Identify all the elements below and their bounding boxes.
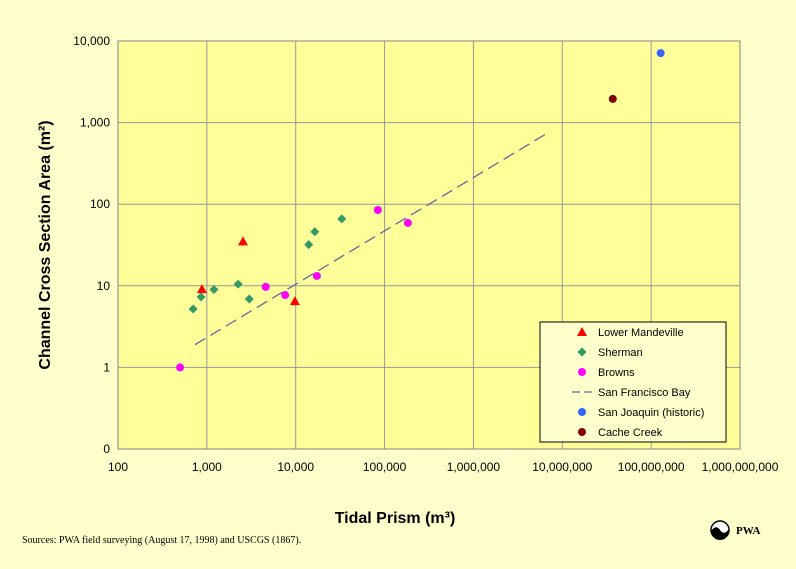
marker-circle [176,363,185,372]
x-tick-label: 100,000 [363,460,407,474]
marker-diamond [244,294,254,304]
x-tick-label: 1,000,000 [447,460,501,474]
legend-marker [578,428,586,436]
y-axis-title: Channel Cross Section Area (m²) [37,120,54,369]
marker-circle [373,205,382,214]
y-tick-label: 1,000 [80,116,110,130]
plot-border [117,40,741,450]
legend-label: San Joaquin (historic) [598,407,704,419]
logo-text: PWA [736,525,761,537]
marker-circle [281,291,290,300]
marker-diamond [209,285,219,295]
marker-diamond [304,240,314,250]
legend-marker [578,408,586,416]
legend-label: Browns [598,367,635,379]
trend-line [194,132,549,346]
marker-diamond [310,227,320,237]
marker-diamond [196,292,206,302]
source-note: Sources: PWA field surveying (August 17,… [22,535,301,546]
legend-marker [577,347,587,357]
x-tick-label: 1,000,000,000 [702,460,779,474]
legend-label: Cache Creek [598,427,663,439]
legend-marker [577,327,587,336]
x-tick-label: 1,000 [192,460,222,474]
logo: PWA [710,520,761,540]
y-tick-label: 100 [90,197,110,211]
marker-diamond [337,214,347,224]
marker-triangle [289,296,300,306]
marker-circle [312,271,321,280]
x-tick-label: 10,000 [277,460,314,474]
y-tick-label: 0 [103,442,110,456]
y-tick-label: 1 [103,360,110,374]
marker-diamond [188,304,198,314]
y-tick-label: 10,000 [73,34,110,48]
legend-label: Lower Mandeville [598,327,684,339]
x-tick-label: 10,000,000 [532,460,592,474]
legend-label: Sherman [598,347,643,359]
marker-circle [608,94,617,103]
logo-wave [711,527,729,540]
x-tick-label: 100 [108,460,128,474]
marker-triangle [237,236,248,246]
marker-circle [261,282,270,291]
marker-circle [403,218,412,227]
marker-circle [656,49,665,58]
x-axis-title: Tidal Prism (m³) [335,510,456,527]
marker-diamond [233,279,243,289]
marker-triangle [196,284,207,294]
legend-label: San Francisco Bay [598,387,691,399]
x-tick-label: 100,000,000 [618,460,685,474]
y-tick-label: 10 [97,279,111,293]
legend-marker [578,368,586,376]
legend-box [539,321,727,443]
